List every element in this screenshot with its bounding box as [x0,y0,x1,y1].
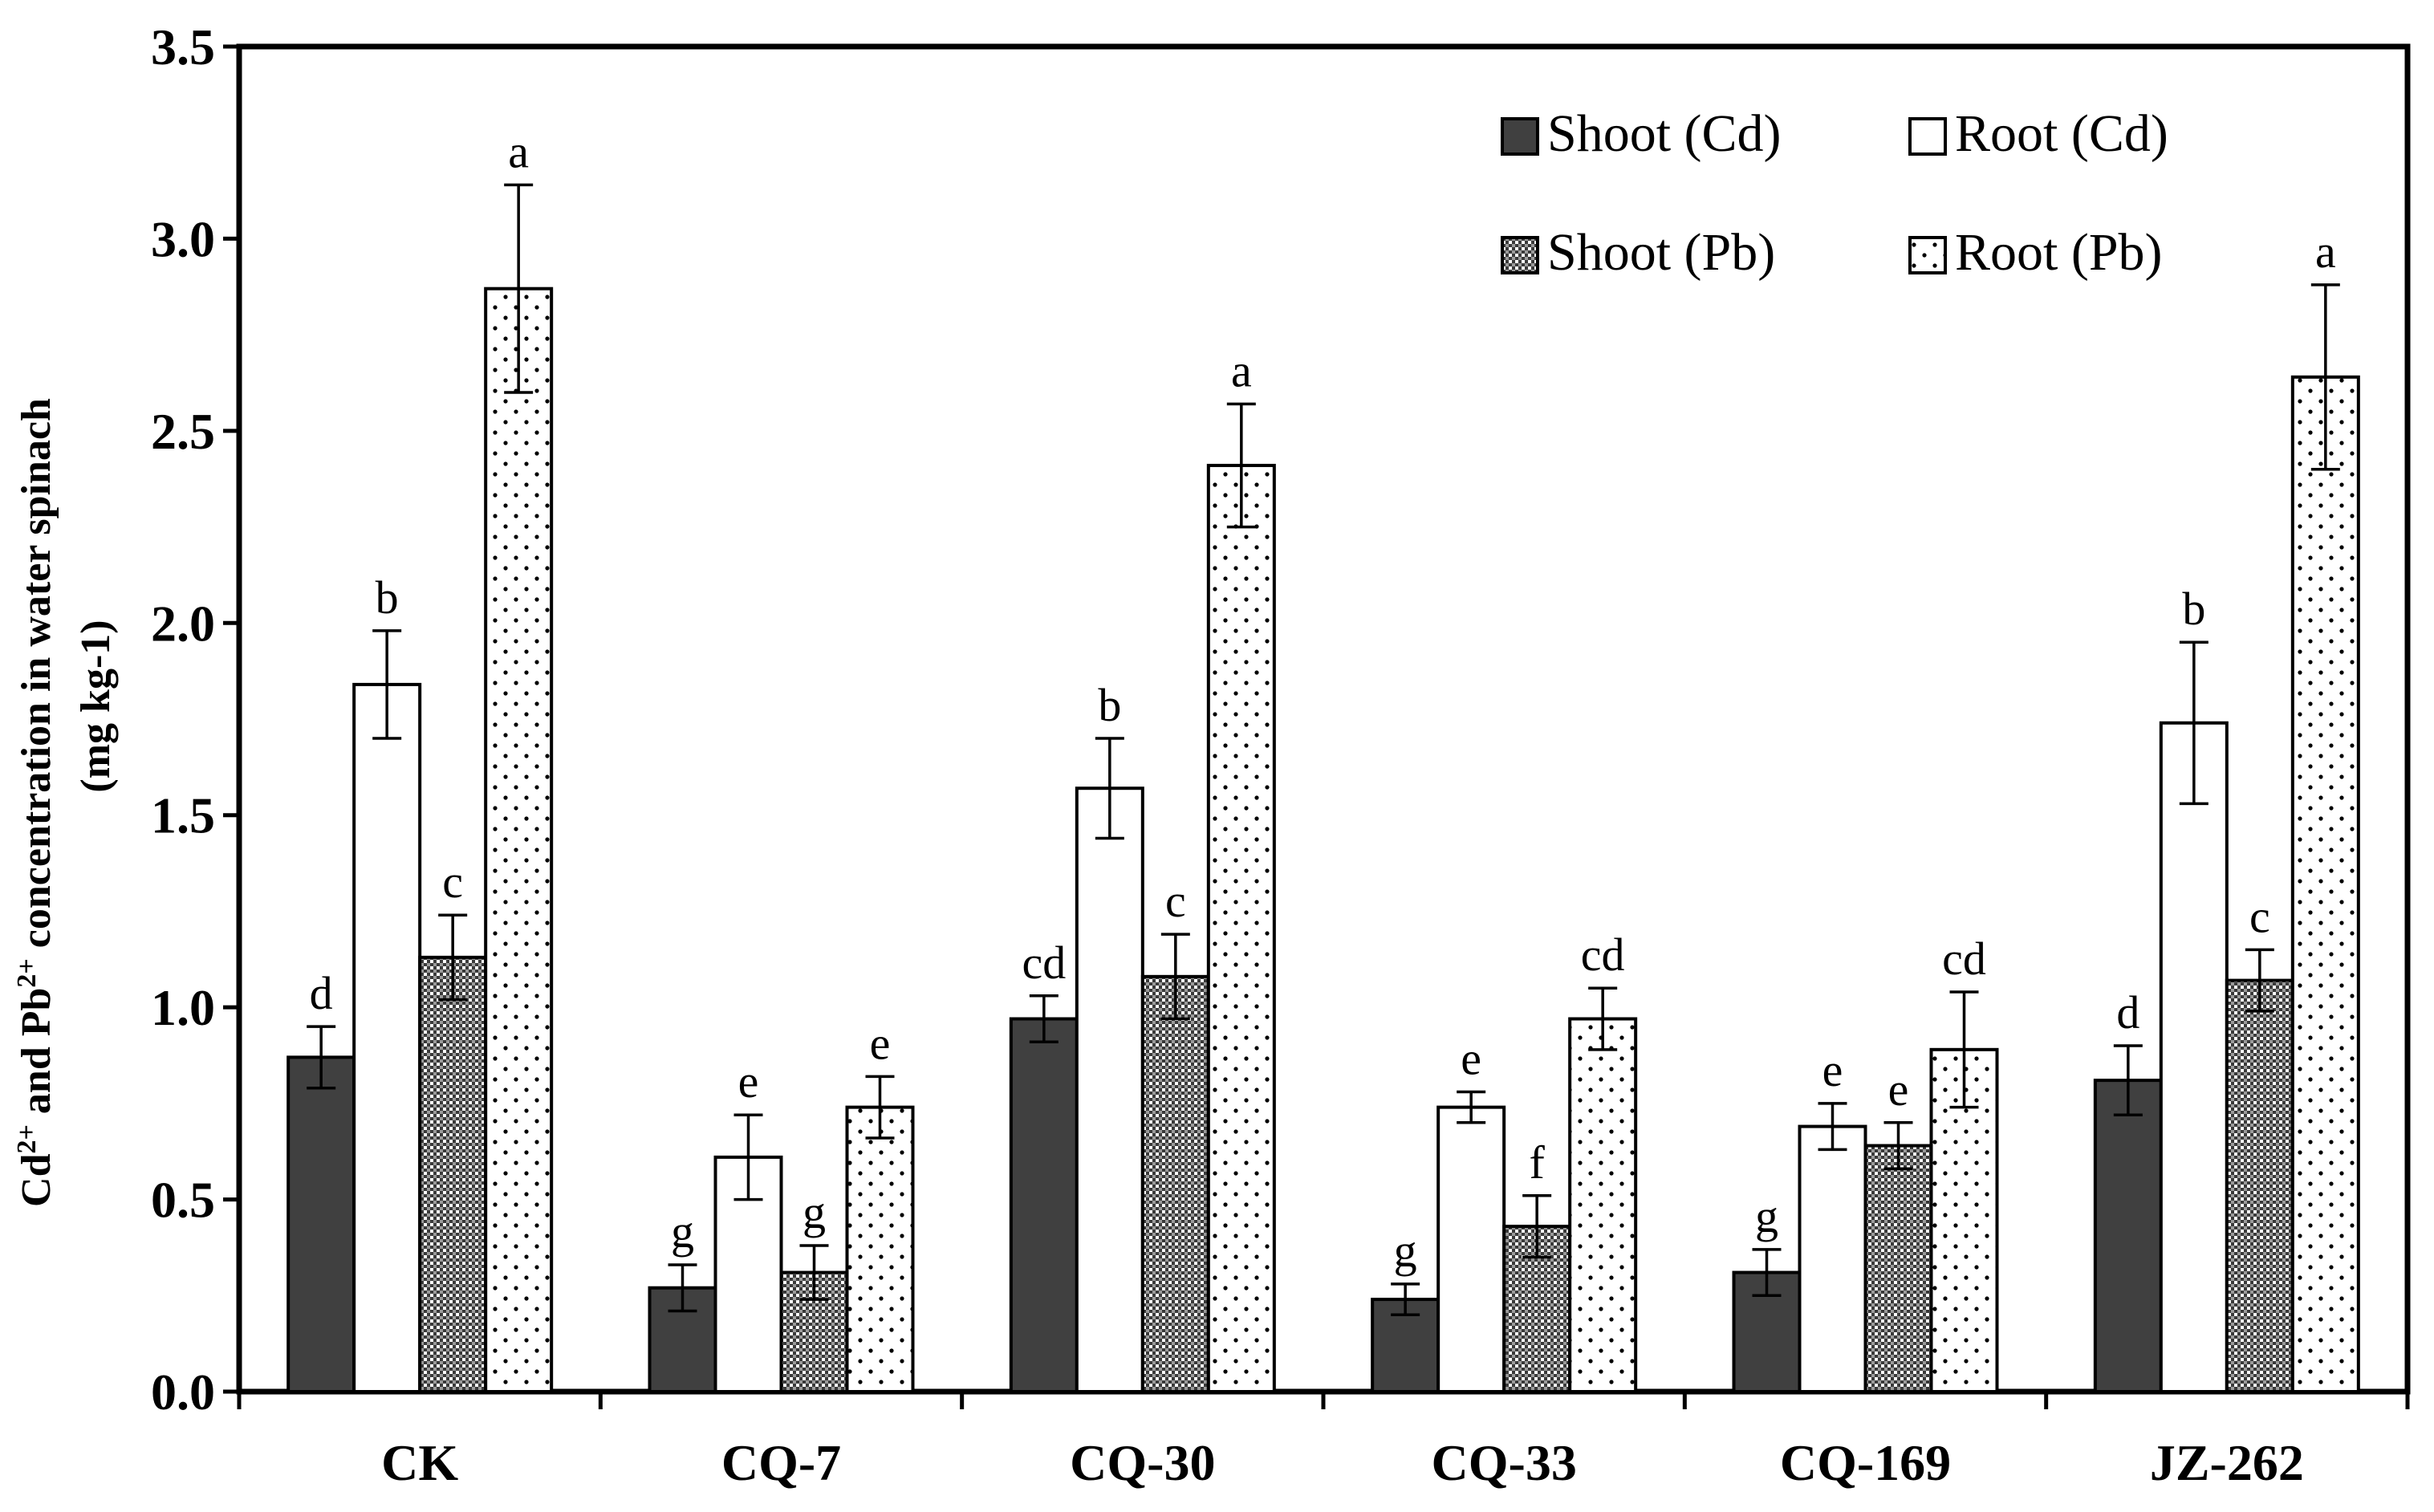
bar [1140,974,1210,1393]
bar [845,1105,915,1394]
significance-letter: a [1231,344,1252,396]
x-category-label: CQ-169 [1780,1434,1951,1491]
significance-letter: g [803,1186,826,1238]
bar [1863,1144,1933,1393]
significance-letter: e [1461,1032,1481,1084]
legend-label: Root (Pb) [1955,223,2163,282]
plot-area: 0.0 0.5 1.0 1.5 2.0 2.5 3.0 3.5 CK d b c a CQ-7 g e g e CQ… [151,18,2411,1491]
legend-swatch [1908,236,1947,274]
y-tick-label: 2.5 [151,403,215,460]
y-axis-title: Cd2+ and Pb2+ concentration in water spi… [12,398,120,1207]
y-tick-label: 0.0 [151,1364,215,1421]
significance-letter: f [1530,1136,1546,1189]
y-axis-title-part1: Cd [14,1153,59,1207]
y-tick-label: 2.0 [151,595,215,652]
legend-swatch [1501,236,1539,274]
significance-letter: d [310,967,333,1019]
significance-letter: e [1888,1063,1909,1116]
bar [1075,786,1144,1393]
significance-letter: c [2249,890,2270,942]
y-axis-title-part3: concentration in water spinach [14,398,59,958]
bar [1798,1124,1867,1394]
svg-text:Cd2+ and Pb2+ concentration in: Cd2+ and Pb2+ concentration in water spi… [12,398,60,1207]
x-category-label: CK [381,1434,458,1491]
significance-letter: b [2182,583,2205,635]
legend-swatch [1908,117,1947,156]
y-tick-label: 3.5 [151,18,215,75]
significance-letter: cd [1022,937,1066,989]
bar [1568,1017,1638,1393]
legend-swatch [1501,117,1539,156]
bar [2225,978,2294,1393]
significance-letter: b [376,571,399,624]
significance-letter: d [2116,986,2139,1038]
significance-letter: g [1394,1225,1417,1277]
bar [2093,1079,2163,1394]
bar [1436,1105,1506,1394]
y-axis-title-sup1: 2+ [12,1124,42,1153]
significance-letter: e [738,1055,759,1108]
x-category-label: CQ-30 [1070,1434,1215,1491]
significance-letter: a [2315,226,2336,278]
bar [1009,1017,1079,1393]
y-axis-title-part2: and Pb [14,988,59,1125]
bar [2159,721,2229,1393]
significance-letter: c [442,856,463,908]
significance-letter: g [1755,1190,1778,1242]
significance-letter: c [1165,875,1186,927]
legend-label: Shoot (Cd) [1547,104,1782,163]
bar [484,287,554,1393]
bar [2290,375,2360,1393]
bar [352,682,422,1393]
bar [1206,463,1276,1393]
y-axis-title-sup2: 2+ [12,958,42,987]
significance-letter: cd [1942,933,1986,985]
significance-letter: e [1822,1044,1843,1096]
y-tick-label: 1.0 [151,979,215,1036]
significance-letter: b [1098,679,1121,731]
significance-letter: cd [1581,929,1625,981]
x-category-label: JZ-262 [2150,1434,2304,1491]
x-category-label: CQ-33 [1432,1434,1577,1491]
bar [418,955,488,1394]
significance-letter: e [870,1017,891,1069]
y-tick-label: 1.5 [151,787,215,844]
y-tick-label: 0.5 [151,1172,215,1229]
y-axis-unit: (mg kg-1) [73,620,119,792]
legend: Shoot (Cd) Root (Cd) Shoot (Pb) Root (Pb) [1501,104,2168,282]
legend-label: Shoot (Pb) [1547,223,1775,282]
x-category-label: CQ-7 [721,1434,841,1491]
significance-letter: g [671,1205,694,1258]
significance-letter: a [508,125,529,177]
legend-label: Root (Cd) [1955,104,2168,163]
bar [286,1055,356,1393]
y-tick-label: 3.0 [151,210,215,267]
